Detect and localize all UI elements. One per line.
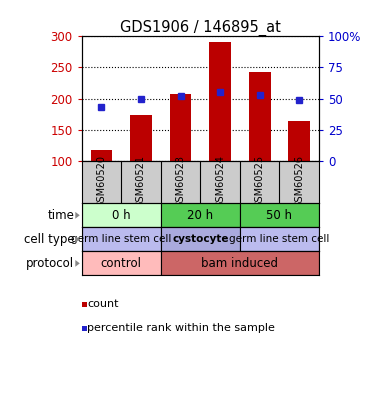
Text: 50 h: 50 h (266, 209, 292, 222)
Text: GSM60520: GSM60520 (96, 156, 106, 209)
Text: GSM60526: GSM60526 (294, 156, 304, 209)
Text: GSM60524: GSM60524 (215, 156, 225, 209)
Bar (91, 150, 112, 160)
Text: percentile rank within the sample: percentile rank within the sample (87, 323, 275, 333)
Text: cystocyte: cystocyte (172, 234, 229, 244)
Title: GDS1906 / 146895_at: GDS1906 / 146895_at (120, 20, 281, 36)
Text: count: count (87, 299, 119, 309)
Bar (209, 42, 231, 160)
Text: cell type: cell type (24, 233, 74, 246)
Bar (82, 203, 161, 227)
Text: GSM60523: GSM60523 (175, 156, 186, 209)
Text: protocol: protocol (26, 257, 74, 270)
Text: GSM60525: GSM60525 (255, 156, 265, 209)
Bar (82, 227, 161, 252)
Bar (249, 72, 270, 160)
Bar (82, 252, 161, 275)
Text: GSM60521: GSM60521 (136, 156, 146, 209)
Text: 20 h: 20 h (187, 209, 213, 222)
Bar (240, 203, 319, 227)
Bar (170, 94, 191, 160)
Bar (161, 227, 240, 252)
Bar (240, 227, 319, 252)
Text: 0 h: 0 h (112, 209, 131, 222)
Bar (161, 252, 319, 275)
Text: germ line stem cell: germ line stem cell (71, 234, 171, 244)
Text: germ line stem cell: germ line stem cell (229, 234, 330, 244)
Text: time: time (47, 209, 74, 222)
Text: control: control (101, 257, 142, 270)
Bar (161, 203, 240, 227)
Bar (288, 121, 310, 160)
Bar (130, 115, 152, 160)
Text: bam induced: bam induced (201, 257, 278, 270)
